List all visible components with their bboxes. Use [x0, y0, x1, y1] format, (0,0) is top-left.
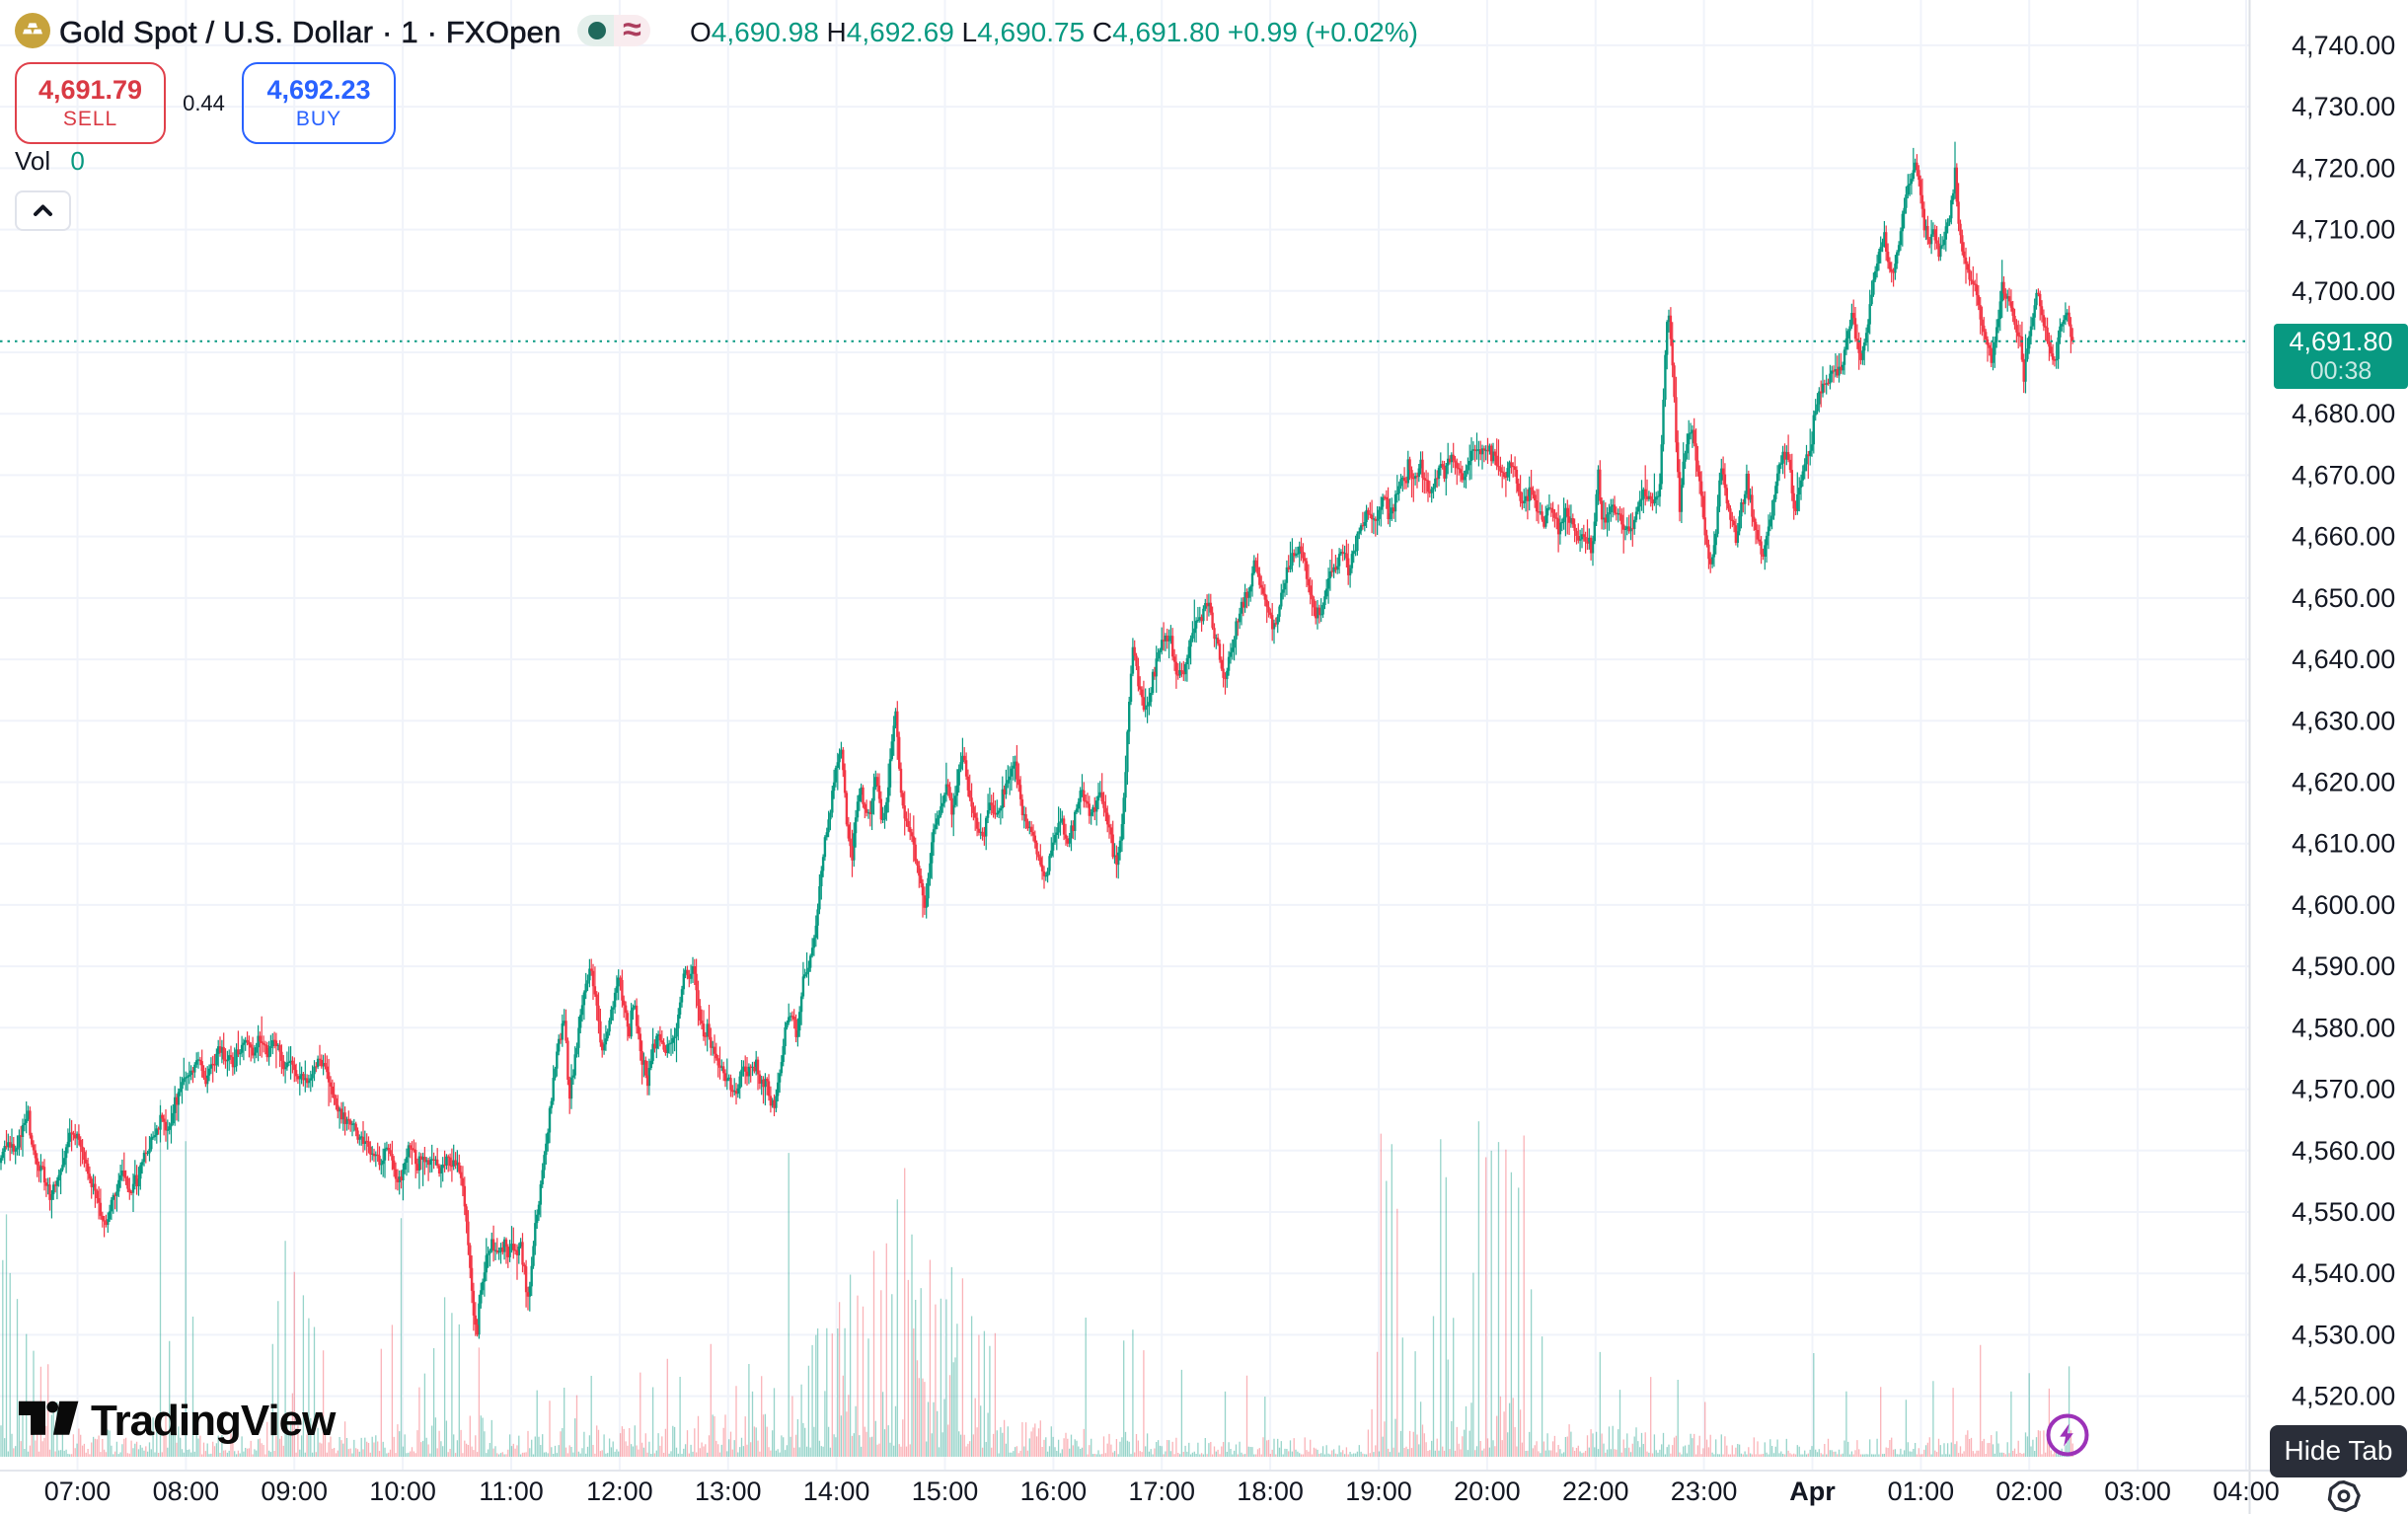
svg-text:4,680.00: 4,680.00	[2292, 399, 2395, 428]
svg-text:4,530.00: 4,530.00	[2292, 1320, 2395, 1349]
svg-text:4,590.00: 4,590.00	[2292, 951, 2395, 981]
svg-text:4,610.00: 4,610.00	[2292, 829, 2395, 859]
svg-text:4,730.00: 4,730.00	[2292, 92, 2395, 121]
svg-text:4,740.00: 4,740.00	[2292, 31, 2395, 60]
svg-text:4,580.00: 4,580.00	[2292, 1013, 2395, 1042]
svg-text:4,670.00: 4,670.00	[2292, 460, 2395, 490]
svg-text:4,640.00: 4,640.00	[2292, 644, 2395, 674]
svg-text:4,570.00: 4,570.00	[2292, 1075, 2395, 1104]
svg-text:4,560.00: 4,560.00	[2292, 1136, 2395, 1166]
svg-text:4,710.00: 4,710.00	[2292, 215, 2395, 245]
svg-text:4,700.00: 4,700.00	[2292, 276, 2395, 306]
svg-text:4,520.00: 4,520.00	[2292, 1382, 2395, 1411]
svg-text:4,650.00: 4,650.00	[2292, 583, 2395, 613]
svg-text:4,540.00: 4,540.00	[2292, 1258, 2395, 1288]
svg-text:4,630.00: 4,630.00	[2292, 706, 2395, 735]
svg-text:4,550.00: 4,550.00	[2292, 1197, 2395, 1227]
svg-text:4,600.00: 4,600.00	[2292, 890, 2395, 920]
svg-text:TradingView: TradingView	[91, 1397, 337, 1445]
svg-text:4,620.00: 4,620.00	[2292, 768, 2395, 797]
svg-text:4,660.00: 4,660.00	[2292, 522, 2395, 552]
svg-text:4,720.00: 4,720.00	[2292, 153, 2395, 183]
